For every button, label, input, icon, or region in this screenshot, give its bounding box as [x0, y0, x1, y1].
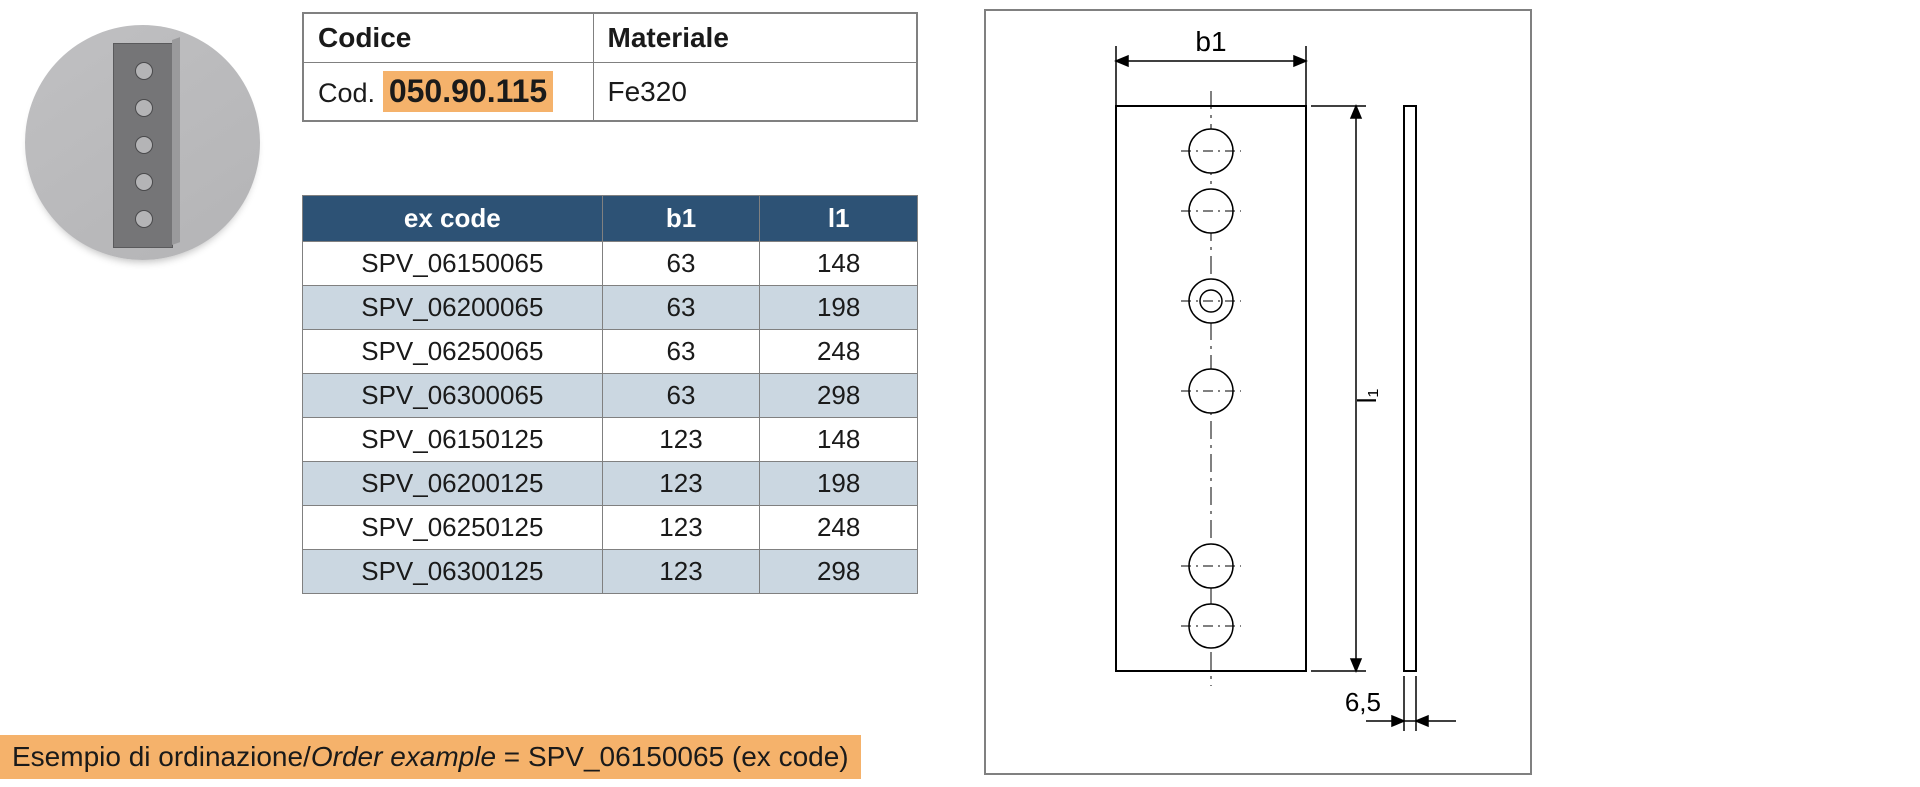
render-background	[25, 25, 260, 260]
table-row: SPV_06250125 123 248	[303, 506, 918, 550]
cell-b1: 63	[602, 374, 760, 418]
cell-l1: 248	[760, 506, 918, 550]
cell-l1: 198	[760, 462, 918, 506]
table-row: SPV_06200065 63 198	[303, 286, 918, 330]
spec-table: ex code b1 l1 SPV_06150065 63 148 SPV_06…	[302, 195, 918, 594]
cell-b1: 123	[602, 418, 760, 462]
dim-b1-label: b1	[1195, 26, 1226, 57]
cell-b1: 123	[602, 462, 760, 506]
cell-l1: 298	[760, 374, 918, 418]
dim-thickness-label: 6,5	[1345, 687, 1381, 717]
spec-header-b1: b1	[602, 196, 760, 242]
table-row: SPV_06150125 123 148	[303, 418, 918, 462]
cell-excode: SPV_06300125	[303, 550, 603, 594]
table-row: SPV_06200125 123 198	[303, 462, 918, 506]
info-material-cell: Fe320	[593, 63, 917, 122]
info-header-material: Materiale	[593, 13, 917, 63]
cell-excode: SPV_06200125	[303, 462, 603, 506]
info-code-cell: Cod. 050.90.115	[303, 63, 593, 122]
cell-excode: SPV_06250125	[303, 506, 603, 550]
technical-drawing: b1	[984, 9, 1532, 775]
render-plate	[113, 43, 173, 248]
table-row: SPV_06300125 123 298	[303, 550, 918, 594]
code-prefix: Cod.	[318, 78, 375, 108]
table-row: SPV_06300065 63 298	[303, 374, 918, 418]
cell-l1: 298	[760, 550, 918, 594]
code-value: 050.90.115	[383, 71, 553, 112]
spec-tbody: SPV_06150065 63 148 SPV_06200065 63 198 …	[303, 242, 918, 594]
cell-l1: 148	[760, 418, 918, 462]
cell-b1: 123	[602, 550, 760, 594]
spec-header-excode: ex code	[303, 196, 603, 242]
info-header-code: Codice	[303, 13, 593, 63]
plate-hole-icon	[135, 62, 153, 80]
order-example: Esempio di ordinazione/Order example = S…	[0, 735, 861, 779]
cell-excode: SPV_06250065	[303, 330, 603, 374]
cell-l1: 148	[760, 242, 918, 286]
plate-hole-icon	[135, 173, 153, 191]
cell-l1: 198	[760, 286, 918, 330]
cell-excode: SPV_06300065	[303, 374, 603, 418]
product-render	[25, 25, 275, 295]
table-row: SPV_06150065 63 148	[303, 242, 918, 286]
order-example-it: Esempio di ordinazione/	[12, 741, 311, 772]
table-row: SPV_06250065 63 248	[303, 330, 918, 374]
plate-hole-icon	[135, 136, 153, 154]
cell-b1: 63	[602, 242, 760, 286]
cell-b1: 123	[602, 506, 760, 550]
spec-header-l1: l1	[760, 196, 918, 242]
plate-hole-icon	[135, 210, 153, 228]
dim-l1-label: l₁	[1352, 389, 1382, 404]
drawing-side-plate	[1404, 106, 1416, 671]
info-table: Codice Materiale Cod. 050.90.115 Fe320	[302, 12, 918, 122]
order-example-suffix: = SPV_06150065 (ex code)	[496, 741, 849, 772]
plate-hole-icon	[135, 99, 153, 117]
cell-excode: SPV_06150125	[303, 418, 603, 462]
cell-l1: 248	[760, 330, 918, 374]
cell-excode: SPV_06200065	[303, 286, 603, 330]
drawing-svg: b1	[986, 11, 1530, 773]
cell-excode: SPV_06150065	[303, 242, 603, 286]
order-example-en: Order example	[311, 741, 496, 772]
cell-b1: 63	[602, 286, 760, 330]
cell-b1: 63	[602, 330, 760, 374]
